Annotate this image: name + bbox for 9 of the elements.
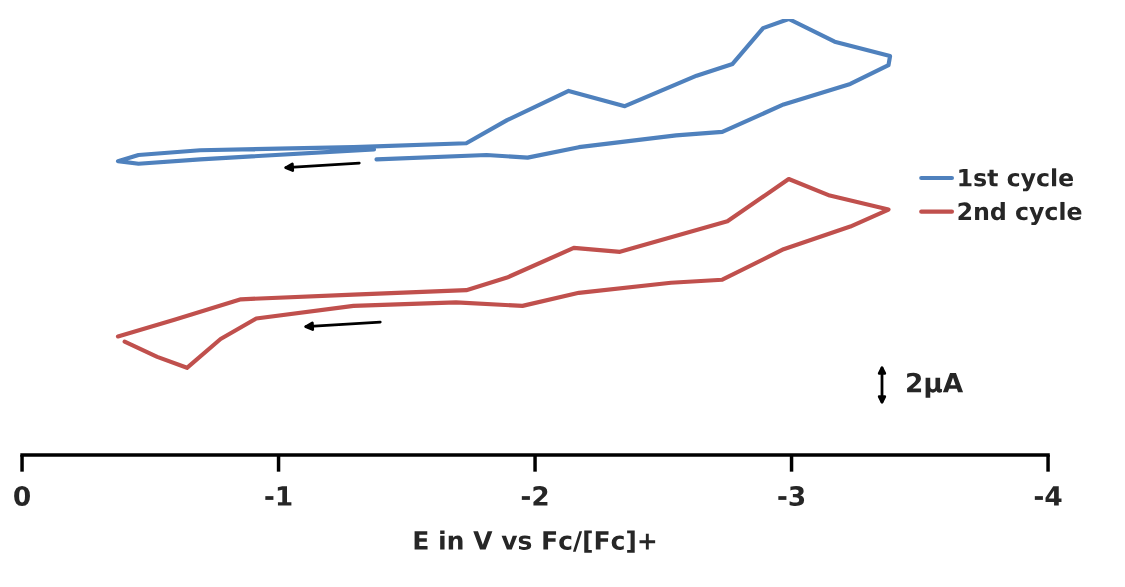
annotation: 2μA [907, 372, 964, 398]
x-tick-label: -1 [265, 486, 292, 506]
legend-label: 2nd cycle [958, 201, 1082, 225]
x-tick-label: 0 [14, 486, 30, 506]
x-tick-label: -3 [778, 486, 805, 506]
legend-label: 1st cycle [959, 168, 1073, 192]
x-axis-title: E in V vs Fc/[Fc]+ [414, 530, 656, 553]
x-tick-label: -2 [521, 486, 548, 506]
x-tick-label: -4 [1034, 486, 1062, 506]
